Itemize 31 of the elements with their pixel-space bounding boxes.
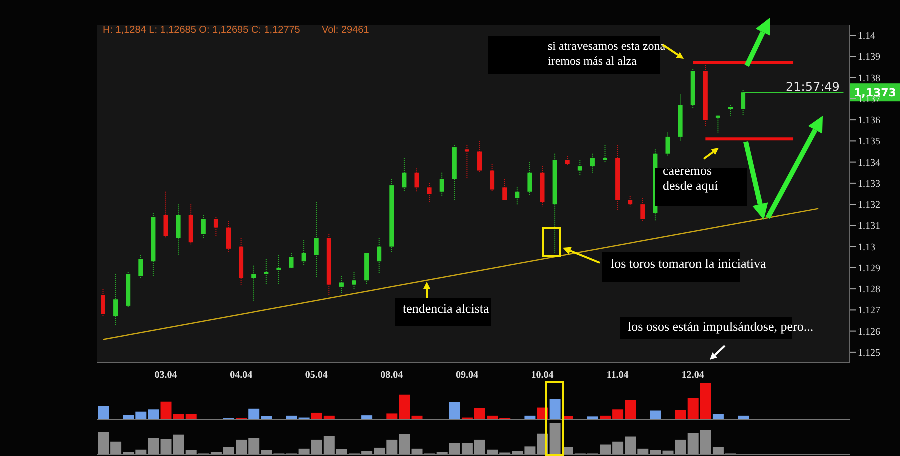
y-tick-label: 1.134 — [858, 158, 880, 169]
x-tick-label: 05.04 — [305, 370, 328, 382]
y-tick-label: 1.135 — [858, 136, 880, 148]
y-tick-label: 1.132 — [858, 200, 880, 212]
x-tick-label: 10.04 — [531, 370, 554, 382]
x-tick-label: 09.04 — [456, 370, 478, 382]
x-tick-label: 04.04 — [230, 370, 253, 382]
y-tick-label: 1.131 — [858, 221, 880, 232]
annotation: caeremos desde aquí — [663, 163, 718, 193]
annotation: los toros tomaron la iniciativa — [611, 256, 766, 272]
y-tick-label: 1.125 — [858, 348, 880, 359]
annotation: 21:57:49 — [786, 80, 840, 94]
y-tick-label: 1.136 — [858, 116, 880, 127]
x-tick-label: 11.04 — [606, 370, 629, 382]
y-tick-label: 1.13 — [858, 242, 876, 254]
annotation: Vol: 29461 — [322, 25, 370, 36]
annotation: tendencia alcista — [403, 301, 490, 317]
y-tick-label: 1.129 — [858, 263, 880, 274]
y-tick-label: 1.128 — [858, 284, 880, 296]
annotation: H: 1,1284 L: 1,12685 O: 1,12695 C: 1,12775 — [103, 25, 300, 36]
y-tick-label: 1.139 — [858, 52, 880, 64]
x-tick-label: 03.04 — [154, 370, 178, 382]
y-tick-label: 1.14 — [858, 31, 876, 42]
y-tick-label: 1.138 — [858, 73, 880, 84]
annotation: los osos están impulsándose, pero... — [628, 319, 814, 335]
y-tick-label: 1.133 — [858, 178, 880, 190]
annotation: si atravesamos esta zona iremos más al alza — [548, 39, 666, 69]
x-tick-label: 08.04 — [380, 370, 404, 382]
y-tick-label: 1.126 — [858, 326, 880, 338]
y-tick-label: 1.127 — [858, 306, 880, 317]
x-tick-label: 12.04 — [682, 370, 704, 382]
